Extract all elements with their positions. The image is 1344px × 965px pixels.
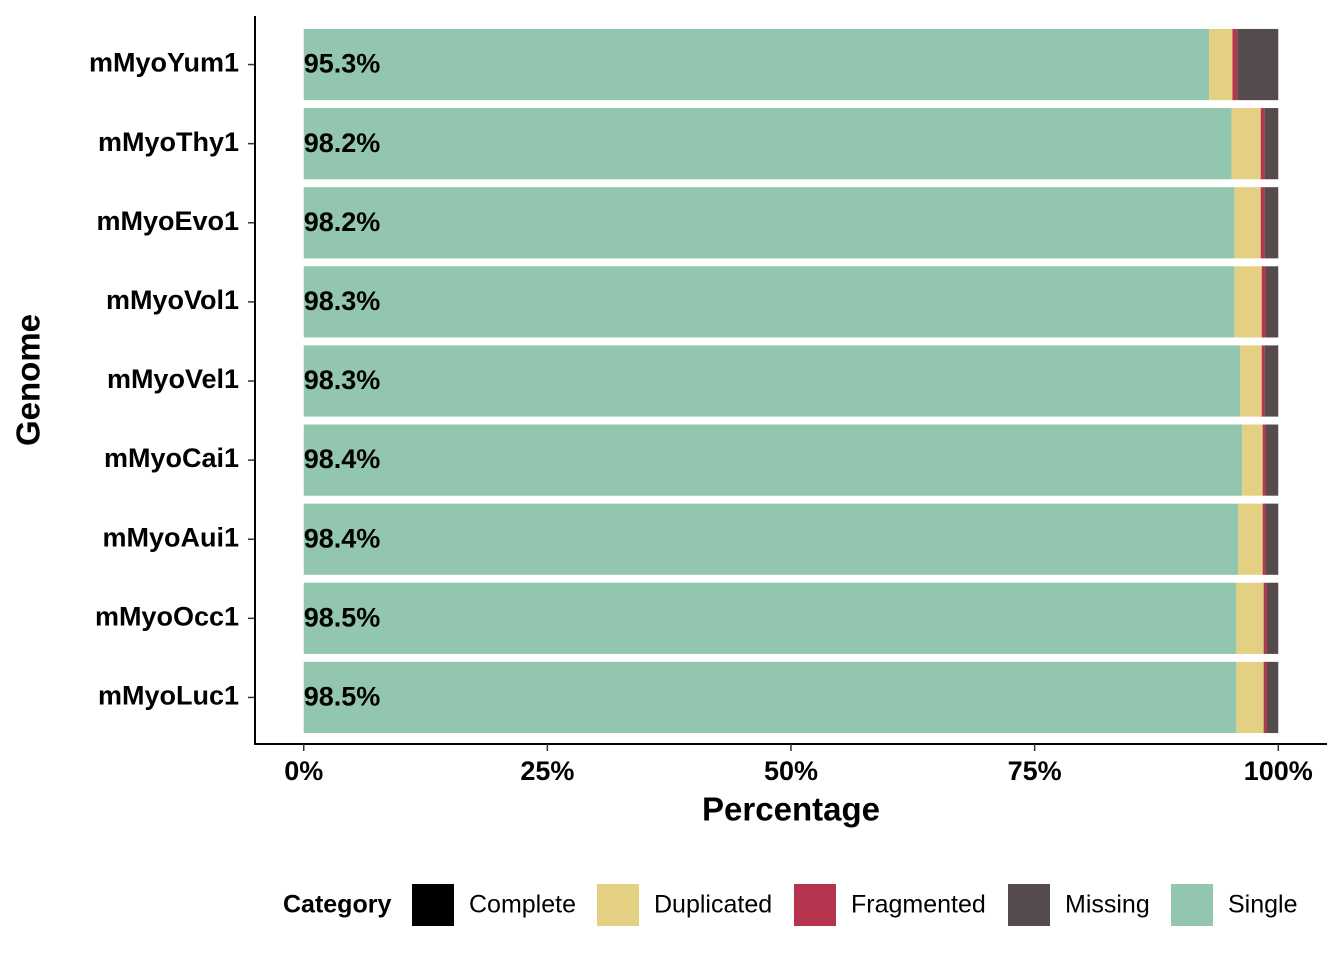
value-label: 98.3% — [304, 286, 381, 316]
y-tick-label: mMyoLuc1 — [98, 681, 239, 711]
legend-label: Single — [1228, 891, 1298, 919]
legend-label: Complete — [469, 891, 576, 919]
bar-segment — [1231, 108, 1261, 180]
bar-segment — [1265, 424, 1279, 496]
legend-swatch — [794, 884, 836, 926]
legend-label: Missing — [1065, 891, 1150, 919]
bar-segment — [1263, 661, 1267, 734]
bar-segment — [303, 108, 1232, 180]
bar-segment — [1234, 187, 1261, 259]
value-label: 98.5% — [304, 682, 381, 712]
bar-segment — [1238, 503, 1263, 575]
bar-segment — [303, 582, 1237, 654]
bar-segment — [1266, 661, 1279, 734]
value-label: 98.3% — [304, 365, 381, 395]
bar-segment — [1265, 266, 1279, 338]
value-label: 95.3% — [304, 49, 381, 79]
legend-swatch — [412, 884, 454, 926]
bar-segment — [303, 424, 1243, 496]
y-tick-label: mMyoCai1 — [104, 443, 239, 473]
bar-segment — [1260, 108, 1265, 180]
bar-segment — [1261, 345, 1265, 417]
y-tick-label: mMyoAui1 — [102, 522, 239, 552]
bar-segment — [1260, 187, 1265, 259]
bar-segment — [1261, 266, 1266, 338]
bar-segment — [303, 266, 1235, 338]
value-label: 98.4% — [304, 444, 381, 474]
bar-segment — [1236, 582, 1264, 654]
bar-segment — [1265, 503, 1279, 575]
legend-swatch — [1171, 884, 1213, 926]
bar-segment — [1240, 345, 1262, 417]
bar-segment — [1263, 582, 1267, 654]
y-tick-label: mMyoVol1 — [106, 285, 239, 315]
y-tick-label: mMyoOcc1 — [95, 601, 239, 631]
y-tick-label: mMyoYum1 — [89, 48, 239, 78]
bar-segment — [303, 503, 1239, 575]
value-label: 98.2% — [304, 128, 381, 158]
legend-label: Duplicated — [654, 891, 772, 919]
bar-segment — [1262, 424, 1266, 496]
legend-swatch — [1008, 884, 1050, 926]
x-tick-label: 50% — [764, 756, 818, 786]
bar-segment — [1234, 266, 1262, 338]
value-label: 98.2% — [304, 207, 381, 237]
value-label: 98.5% — [304, 602, 381, 632]
x-tick-label: 100% — [1244, 756, 1313, 786]
x-tick-label: 75% — [1008, 756, 1062, 786]
bar-segment — [303, 28, 1210, 101]
bar-segment — [1232, 28, 1238, 101]
value-label: 98.4% — [304, 523, 381, 553]
bar-segment — [1236, 661, 1264, 734]
bar-segment — [303, 345, 1241, 417]
bar-segment — [1242, 424, 1263, 496]
legend-swatch — [597, 884, 639, 926]
bar-segment — [1264, 187, 1279, 259]
x-tick-label: 0% — [284, 756, 323, 786]
legend-label: Fragmented — [851, 891, 986, 919]
y-tick-label: mMyoVel1 — [107, 364, 239, 394]
y-tick-label: mMyoThy1 — [98, 127, 239, 157]
bar-segment — [303, 187, 1235, 259]
y-tick-label: mMyoEvo1 — [96, 206, 239, 236]
y-axis-title: Genome — [10, 314, 47, 446]
x-tick-label: 25% — [520, 756, 574, 786]
x-axis-title: Percentage — [702, 791, 880, 828]
bar-segment — [1237, 28, 1279, 101]
bar-segment — [1264, 108, 1279, 180]
bar-segment — [1266, 582, 1279, 654]
bar-segment — [303, 661, 1237, 734]
legend-title: Category — [283, 891, 391, 919]
bar-segment — [1209, 28, 1233, 101]
bar-segment — [1262, 503, 1266, 575]
bar-segment — [1264, 345, 1279, 417]
